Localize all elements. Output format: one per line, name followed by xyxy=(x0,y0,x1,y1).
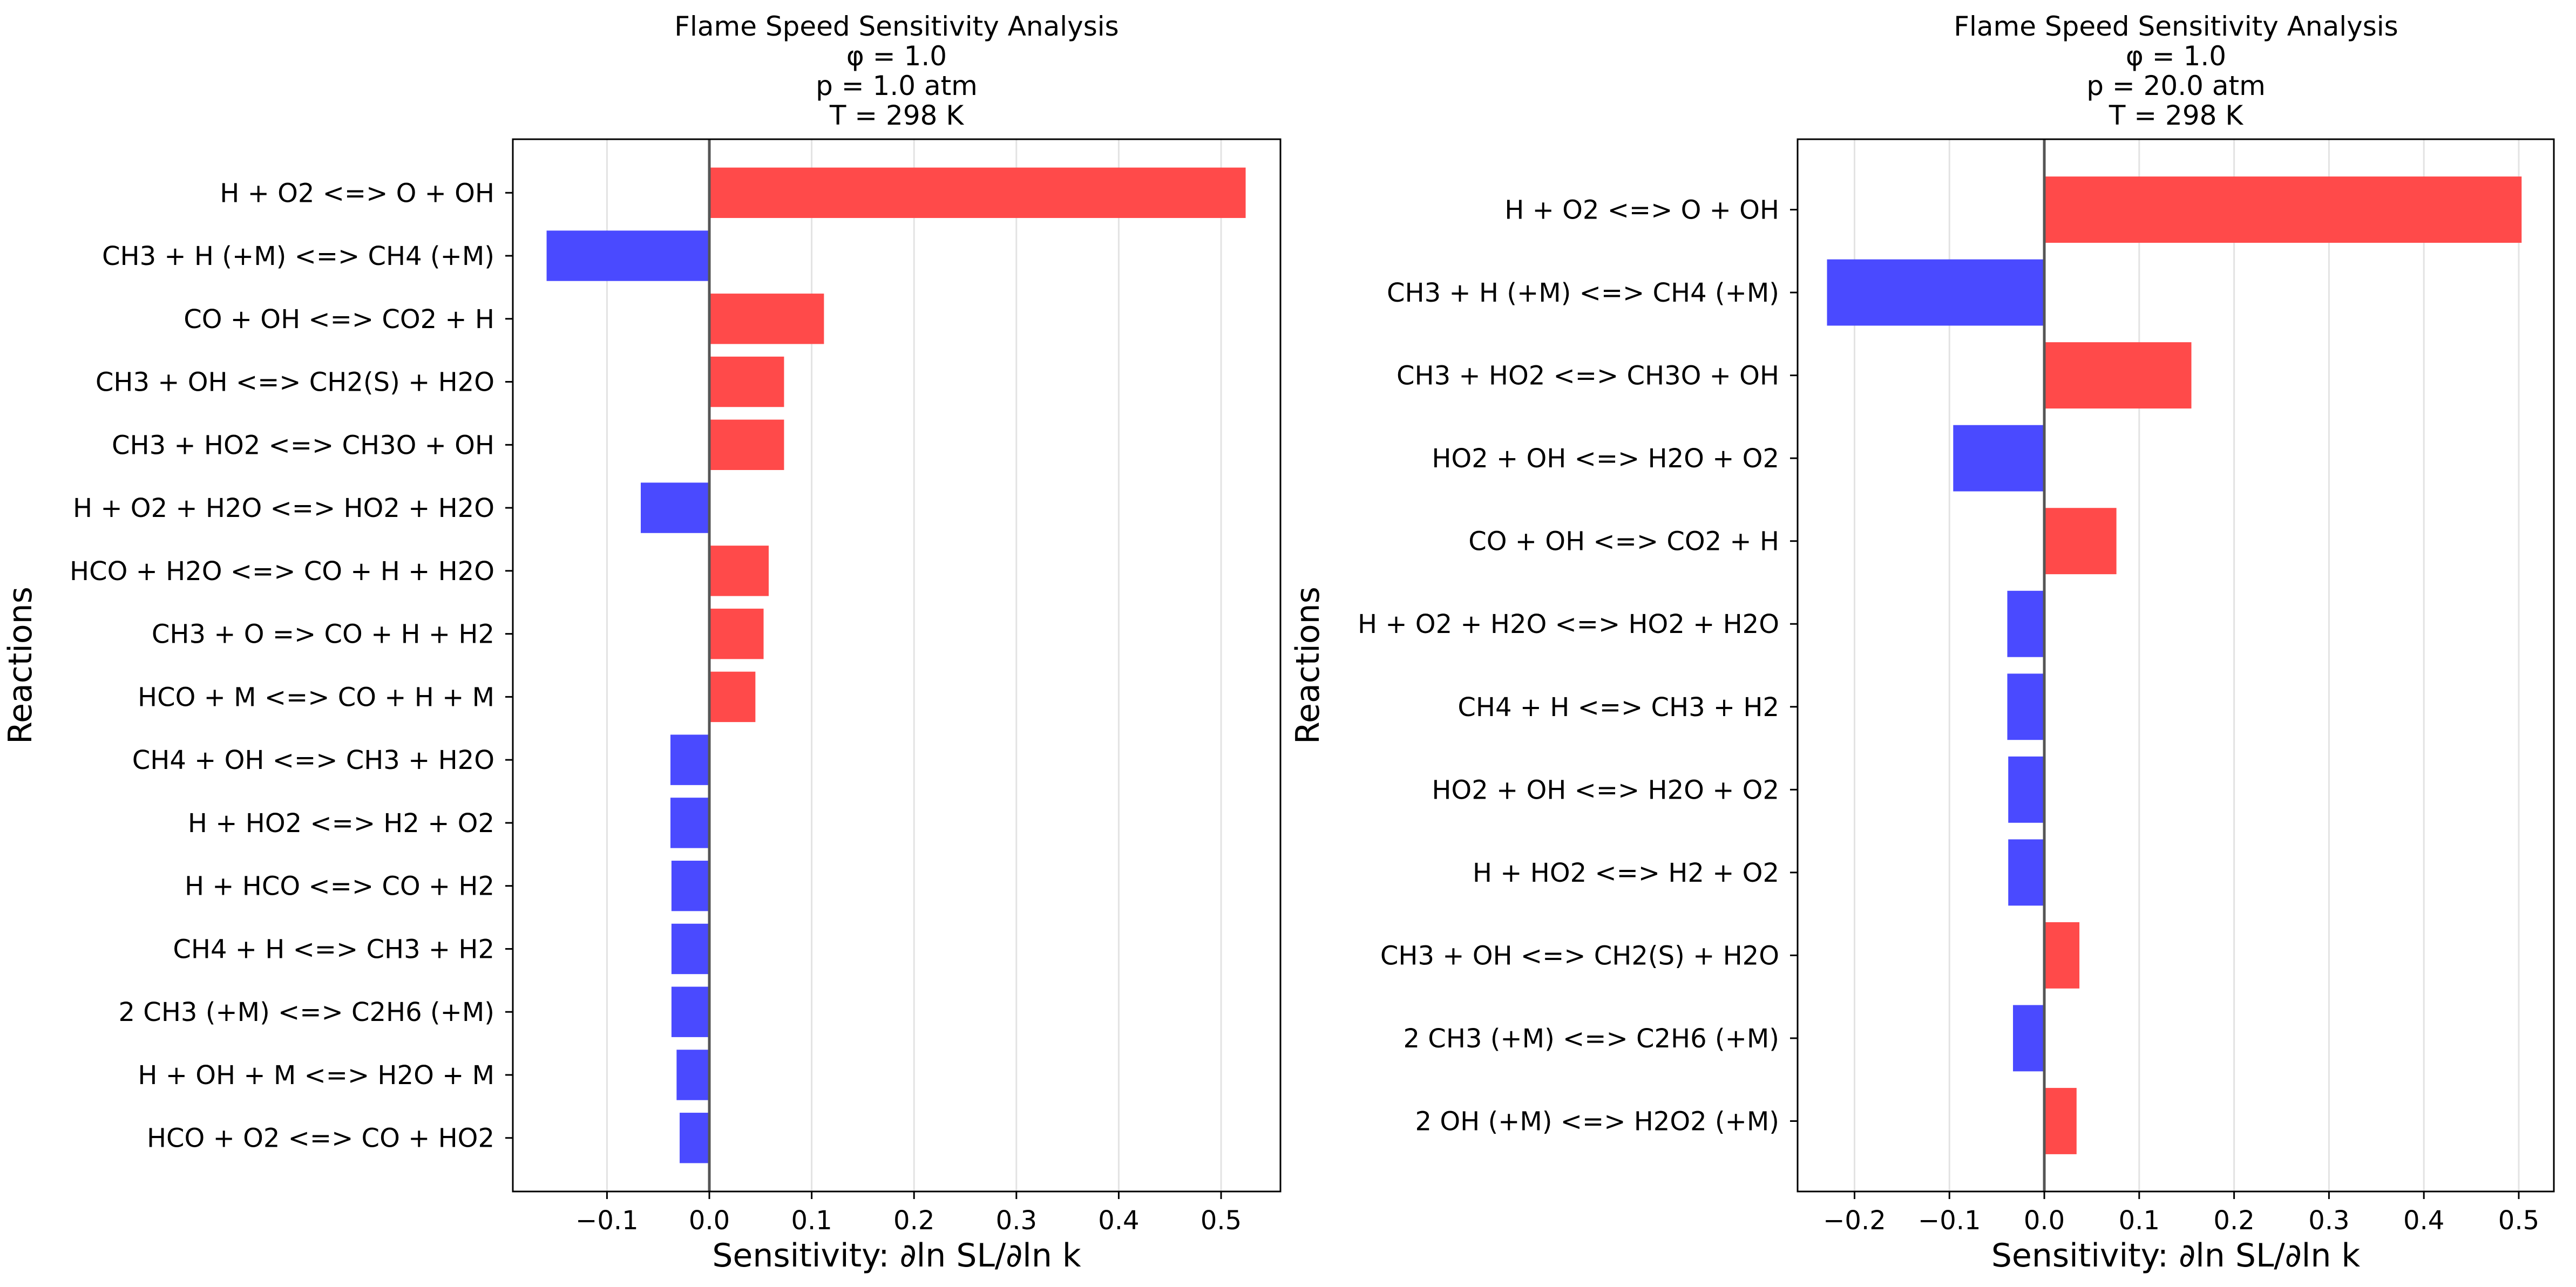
sensitivity-bar xyxy=(2044,922,2080,989)
x-tick-label: 0.2 xyxy=(2213,1206,2254,1236)
category-label: HO2 + OH <=> H2O + O2 xyxy=(1432,775,1779,805)
category-label: CH3 + O => CO + H + H2 xyxy=(152,619,494,650)
sensitivity-bar xyxy=(671,860,710,911)
sensitivity-bar xyxy=(709,671,756,723)
x-tick-label: 0.3 xyxy=(2308,1206,2349,1236)
x-tick-label: 0.4 xyxy=(1098,1206,1139,1236)
sensitivity-bar xyxy=(2008,756,2045,823)
chart-title-line: Flame Speed Sensitivity Analysis xyxy=(1954,11,2398,42)
category-label: H + HCO <=> CO + H2 xyxy=(185,871,494,902)
sensitivity-bar xyxy=(2044,342,2192,409)
sensitivity-bar xyxy=(670,734,710,785)
sensitivity-bar xyxy=(2007,590,2045,657)
category-label: 2 CH3 (+M) <=> C2H6 (+M) xyxy=(119,997,495,1027)
category-label: H + HO2 <=> H2 + O2 xyxy=(1473,858,1779,888)
chart-title-line: T = 298 K xyxy=(2109,100,2244,131)
category-label: CH4 + H <=> CH3 + H2 xyxy=(1458,692,1779,723)
sensitivity-bar xyxy=(709,546,769,596)
category-label: HCO + H2O <=> CO + H + H2O xyxy=(70,556,494,587)
chart-title-line: p = 1.0 atm xyxy=(816,70,978,101)
sensitivity-bar xyxy=(2044,1088,2077,1154)
x-tick-label: 0.2 xyxy=(893,1206,934,1236)
category-label: H + O2 + H2O <=> HO2 + H2O xyxy=(1358,609,1779,639)
category-label: CH3 + OH <=> CH2(S) + H2O xyxy=(96,367,494,398)
category-label: CO + OH <=> CO2 + H xyxy=(1468,527,1779,557)
sensitivity-bar xyxy=(1827,259,2045,326)
x-tick-label: 0.4 xyxy=(2403,1206,2444,1236)
x-axis-label: Sensitivity: ∂ln SL/∂ln k xyxy=(1991,1237,2361,1275)
x-tick-label: 0.0 xyxy=(689,1206,730,1236)
x-axis-label: Sensitivity: ∂ln SL/∂ln k xyxy=(712,1237,1081,1275)
x-tick-label: −0.1 xyxy=(1918,1206,1981,1236)
sensitivity-bar xyxy=(2044,508,2117,575)
sensitivity-bar xyxy=(709,419,784,471)
sensitivity-bar xyxy=(709,356,784,407)
sensitivity-bar xyxy=(671,923,710,975)
sensitivity-bar xyxy=(676,1050,710,1100)
category-label: CH4 + H <=> CH3 + H2 xyxy=(173,934,494,964)
category-label: CH3 + H (+M) <=> CH4 (+M) xyxy=(1387,278,1779,308)
x-tick-label: 0.5 xyxy=(2498,1206,2539,1236)
sensitivity-bar xyxy=(2007,673,2045,740)
category-label: H + HO2 <=> H2 + O2 xyxy=(188,808,494,839)
plot-frame xyxy=(512,138,1282,1193)
sensitivity-bar xyxy=(680,1113,710,1163)
sensitivity-bar xyxy=(2013,1005,2045,1072)
category-label: CH4 + OH <=> CH3 + H2O xyxy=(132,745,494,775)
sensitivity-bar xyxy=(2044,176,2522,243)
category-label: CH3 + HO2 <=> CH3O + OH xyxy=(112,430,494,460)
category-label: 2 OH (+M) <=> H2O2 (+M) xyxy=(1415,1106,1779,1136)
sensitivity-bar xyxy=(709,167,1246,218)
category-label: CH3 + H (+M) <=> CH4 (+M) xyxy=(102,241,494,271)
x-tick-label: −0.1 xyxy=(575,1206,639,1236)
plot-frame xyxy=(1797,138,2555,1193)
category-label: HO2 + OH <=> H2O + O2 xyxy=(1432,444,1779,474)
x-tick-label: 0.5 xyxy=(1201,1206,1242,1236)
category-label: 2 CH3 (+M) <=> C2H6 (+M) xyxy=(1404,1024,1780,1054)
sensitivity-bar xyxy=(2008,839,2045,906)
chart-title-line: φ = 1.0 xyxy=(846,40,947,72)
x-tick-label: 0.1 xyxy=(2119,1206,2160,1236)
y-axis-label: Reactions xyxy=(2,587,39,744)
sensitivity-bar xyxy=(670,798,710,848)
category-label: H + OH + M <=> H2O + M xyxy=(138,1060,494,1091)
category-label: CH3 + HO2 <=> CH3O + OH xyxy=(1397,361,1779,391)
chart-title-line: T = 298 K xyxy=(829,100,965,131)
category-label: HCO + M <=> CO + H + M xyxy=(138,682,494,712)
category-label: H + O2 <=> O + OH xyxy=(220,178,494,208)
chart-title-line: p = 20.0 atm xyxy=(2086,70,2266,101)
category-label: HCO + O2 <=> CO + HO2 xyxy=(147,1123,494,1154)
x-tick-label: −0.2 xyxy=(1823,1206,1886,1236)
sensitivity-bar xyxy=(1953,425,2045,492)
chart-title-line: φ = 1.0 xyxy=(2126,40,2226,72)
sensitivity-bar xyxy=(709,608,764,659)
sensitivity-bar xyxy=(546,230,710,281)
category-label: H + O2 + H2O <=> HO2 + H2O xyxy=(73,493,494,523)
chart-title-line: Flame Speed Sensitivity Analysis xyxy=(674,11,1119,42)
category-label: CH3 + OH <=> CH2(S) + H2O xyxy=(1380,941,1779,971)
x-tick-label: 0.1 xyxy=(791,1206,832,1236)
x-tick-label: 0.3 xyxy=(996,1206,1037,1236)
sensitivity-bar xyxy=(671,986,710,1037)
sensitivity-bar xyxy=(709,294,824,344)
y-axis-label: Reactions xyxy=(1289,587,1327,744)
x-tick-label: 0.0 xyxy=(2024,1206,2065,1236)
sensitivity-bar xyxy=(641,482,710,533)
category-label: H + O2 <=> O + OH xyxy=(1504,195,1779,226)
category-label: CO + OH <=> CO2 + H xyxy=(184,304,494,335)
